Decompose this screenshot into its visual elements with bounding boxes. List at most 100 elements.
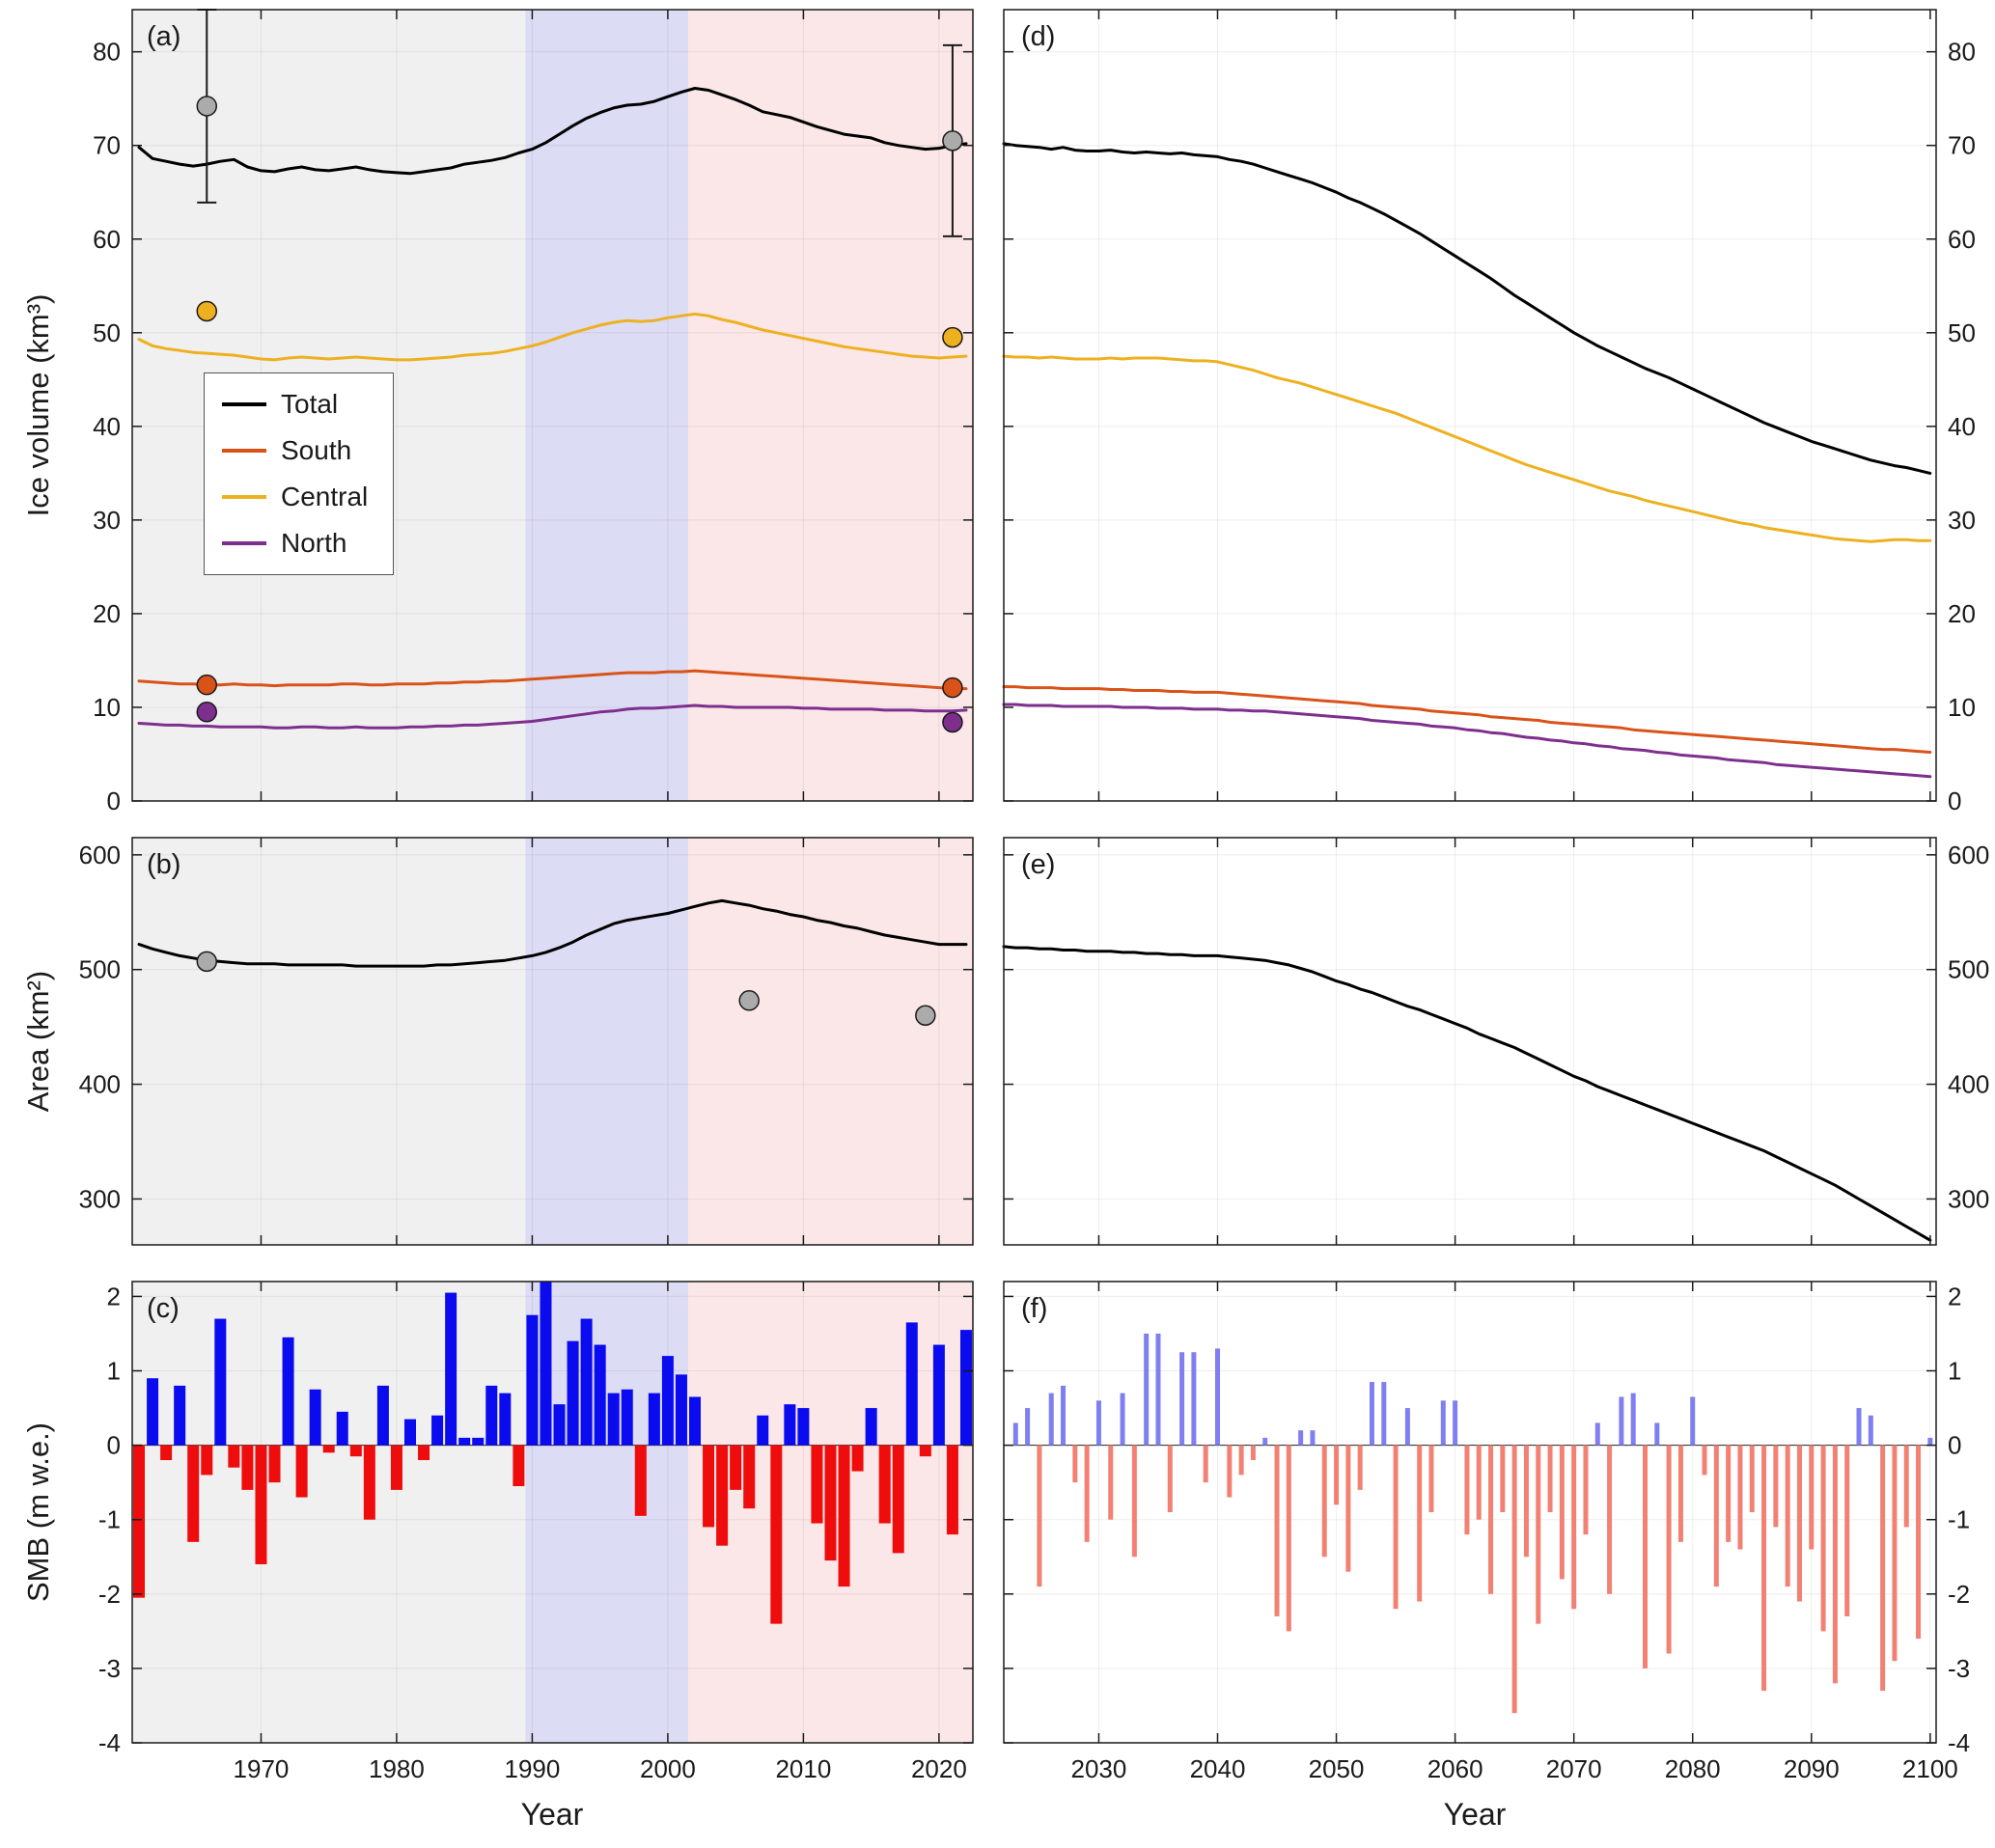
smb-bar	[1844, 1445, 1850, 1616]
observation-marker-area-obs	[915, 1005, 936, 1027]
smb-bar	[1880, 1445, 1886, 1692]
series-line-total	[137, 898, 968, 968]
y-tick-label: 600	[1948, 841, 1989, 869]
smb-bar	[322, 1445, 335, 1453]
smb-bar	[214, 1318, 227, 1446]
smb-bar	[1583, 1445, 1589, 1535]
panel-d: 0 10 20 30 40 50 60 70 80	[1002, 9, 1976, 815]
x-tick-label: 2100	[1902, 1754, 1958, 1783]
smb-bar	[553, 1404, 566, 1446]
smb-bar	[1095, 1400, 1101, 1446]
smb-bar	[1619, 1396, 1624, 1446]
smb-bar	[1369, 1382, 1374, 1446]
y-tick-label: 70	[93, 131, 121, 160]
x-tick-label: 2090	[1784, 1754, 1840, 1783]
smb-bar	[621, 1389, 633, 1446]
smb-bar	[403, 1419, 416, 1446]
smb-bar	[1749, 1445, 1755, 1512]
legend-label-north: North	[281, 528, 347, 558]
smb-bar	[431, 1415, 444, 1446]
y-tick-label: 80	[93, 38, 121, 67]
smb-bar	[1702, 1445, 1707, 1476]
smb-bar	[1643, 1445, 1649, 1669]
smb-bar	[730, 1445, 742, 1490]
smb-bar	[648, 1393, 660, 1446]
smb-bar	[349, 1445, 362, 1457]
x-tick-label: 2080	[1665, 1754, 1721, 1783]
y-tick-label: -1	[1948, 1505, 1970, 1534]
smb-bar	[1345, 1445, 1351, 1572]
y-tick-label: 0	[107, 1431, 121, 1460]
smb-bar	[1404, 1408, 1410, 1446]
smb-bar	[1856, 1408, 1862, 1446]
smb-bar	[784, 1404, 796, 1446]
panel-b: 300 400 500 600	[79, 837, 974, 1246]
smb-bar	[1144, 1333, 1150, 1446]
period-band	[525, 1282, 688, 1743]
period-band	[525, 10, 688, 801]
smb-bar	[1215, 1348, 1221, 1446]
smb-bar	[1250, 1445, 1256, 1461]
smb-bar	[580, 1318, 593, 1446]
smb-bar	[1381, 1382, 1387, 1446]
smb-bar	[1227, 1445, 1233, 1498]
panel-label-b: (b)	[147, 849, 181, 880]
smb-bar	[295, 1445, 308, 1498]
y-tick-label: 10	[93, 693, 121, 722]
smb-bar	[1286, 1445, 1291, 1632]
smb-bar	[607, 1393, 620, 1446]
panel-label-f: (f)	[1021, 1293, 1048, 1324]
smb-bar	[540, 1282, 552, 1446]
smb-bar	[499, 1393, 512, 1446]
y-tick-label: -4	[98, 1728, 121, 1757]
period-band	[132, 838, 526, 1245]
smb-bar	[1523, 1445, 1529, 1558]
y-tick-label: -2	[1948, 1580, 1970, 1609]
smb-bar	[1892, 1445, 1898, 1662]
axis-box	[1003, 837, 1937, 1246]
smb-bar	[1536, 1445, 1541, 1624]
smb-bar	[1511, 1445, 1517, 1714]
smb-bar	[1690, 1396, 1696, 1446]
smb-bar	[1630, 1393, 1636, 1446]
y-tick-label: 50	[93, 318, 121, 347]
smb-bar	[485, 1385, 498, 1446]
smb-bar	[905, 1322, 918, 1446]
legend-item-south: South	[222, 435, 368, 466]
y-tick-label: 50	[1948, 318, 1976, 347]
smb-bar	[1832, 1445, 1838, 1684]
smb-bar	[689, 1396, 702, 1446]
smb-bar	[1179, 1352, 1185, 1446]
period-band	[525, 838, 688, 1245]
observation-marker-total-obs	[196, 96, 218, 117]
smb-bar	[268, 1445, 281, 1483]
smb-bar	[865, 1408, 877, 1446]
smb-bar	[1191, 1352, 1197, 1446]
panel-label-c: (c)	[147, 1293, 180, 1324]
y-tick-label: 500	[79, 955, 121, 984]
smb-bar	[1820, 1445, 1826, 1632]
observation-marker-area-obs	[196, 951, 218, 973]
smb-bar	[1310, 1430, 1316, 1446]
smb-bar	[1061, 1385, 1067, 1446]
smb-bar	[946, 1445, 958, 1535]
y-tick-label: -3	[1948, 1654, 1970, 1683]
y-tick-label: -3	[98, 1654, 121, 1683]
y-tick-label: 600	[79, 841, 121, 869]
x-tick-label: 2040	[1190, 1754, 1246, 1783]
legend-swatch-total	[222, 402, 266, 406]
smb-bar	[757, 1415, 769, 1446]
smb-bar	[1547, 1445, 1553, 1512]
smb-bar	[919, 1445, 931, 1457]
smb-bar	[1607, 1445, 1613, 1594]
y-tick-label: -4	[1948, 1728, 1970, 1757]
smb-bar	[1131, 1445, 1137, 1558]
y-tick-label: -1	[98, 1505, 121, 1534]
smb-bar	[1464, 1445, 1470, 1535]
y-tick-label: 1	[1948, 1357, 1961, 1386]
smb-bar	[1737, 1445, 1743, 1550]
smb-bar	[716, 1445, 729, 1546]
smb-bar	[1809, 1445, 1815, 1550]
smb-bar	[661, 1356, 674, 1446]
axis-box	[1003, 1281, 1937, 1744]
